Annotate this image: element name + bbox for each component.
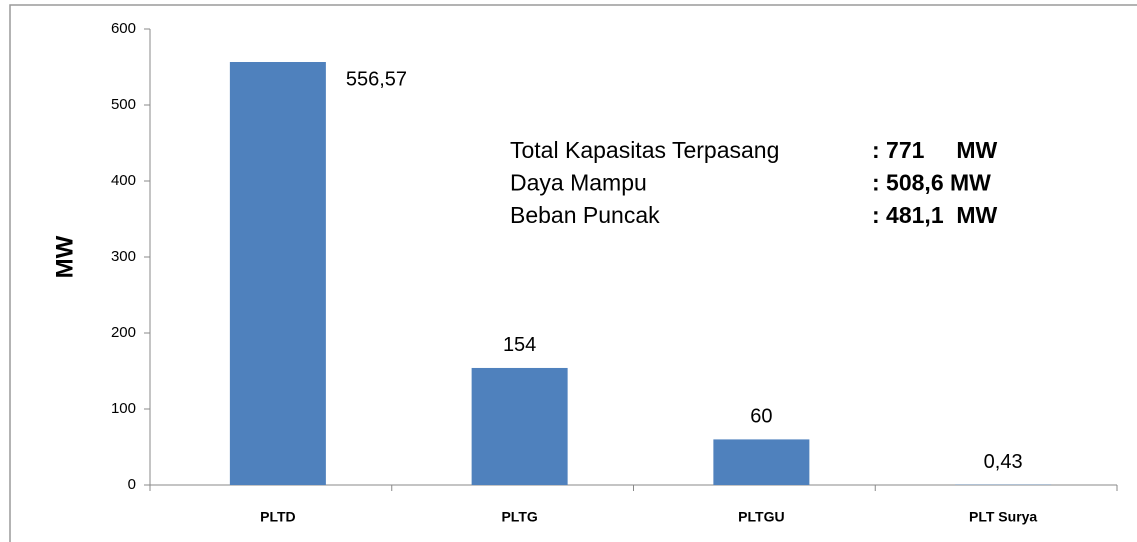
x-tick-label: PLT Surya [969,509,1037,525]
y-tick-label: 600 [111,20,136,37]
annotation-label: Beban Puncak [510,202,660,228]
y-tick-label: 0 [128,476,136,493]
annotation-label: Total Kapasitas Terpasang [510,137,779,163]
x-tick-label: PLTD [260,509,296,525]
y-tick-label: 100 [111,400,136,417]
x-tick-label: PLTG [501,509,537,525]
value-label: 154 [503,334,536,356]
bar [229,62,326,485]
y-tick-label: 200 [111,324,136,341]
value-label: 556,57 [346,68,407,90]
x-tick-label: PLTGU [738,509,784,525]
annotation-value: : 481,1 MW [872,202,998,228]
chart-frame [9,4,1137,542]
annotation-value: : 508,6 MW [872,170,991,196]
value-label: 60 [750,406,772,428]
y-tick-label: 300 [111,248,136,265]
bar [471,367,568,485]
annotation-label: Daya Mampu [510,170,647,196]
y-axis-label: MW [51,235,78,278]
y-tick-label: 500 [111,96,136,113]
y-tick-label: 400 [111,172,136,189]
annotation-value: : 771 MW [872,137,998,163]
bar [713,439,810,485]
value-label: 0,43 [984,451,1023,473]
